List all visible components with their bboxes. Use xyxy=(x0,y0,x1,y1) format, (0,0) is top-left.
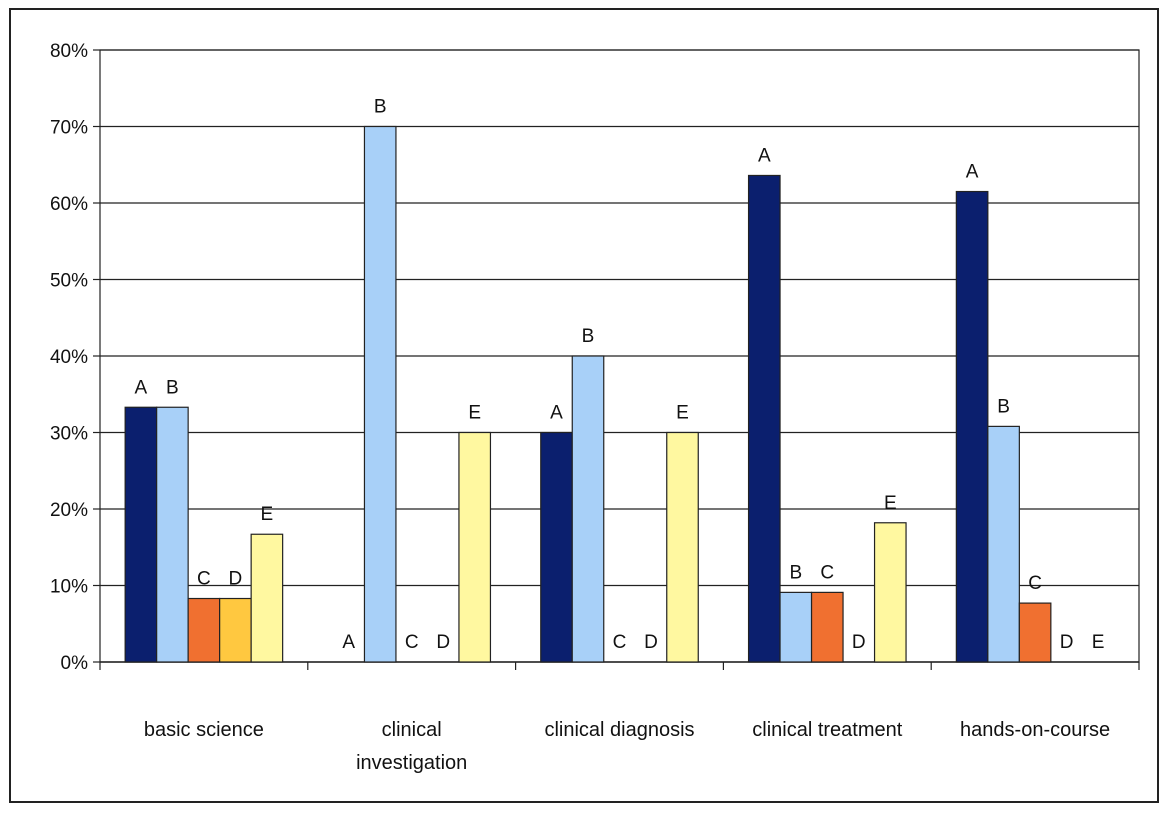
x-category-label: basic science xyxy=(144,719,264,741)
bar-data-label: D xyxy=(229,569,243,590)
bar-data-label: B xyxy=(166,377,179,398)
bar-data-label: C xyxy=(405,632,419,653)
bar-data-label: B xyxy=(374,97,387,118)
bar xyxy=(1018,602,1052,663)
bar-data-label: E xyxy=(468,403,481,424)
bar-data-label: B xyxy=(789,562,802,583)
bar xyxy=(363,125,397,663)
bar-data-label: A xyxy=(342,632,355,653)
bar-data-label: E xyxy=(261,504,274,525)
bar-data-label: E xyxy=(676,403,689,424)
bar xyxy=(571,355,605,663)
bar xyxy=(955,190,989,663)
y-tick-label: 70% xyxy=(50,118,88,139)
bar xyxy=(156,406,189,663)
bar-data-label: B xyxy=(997,396,1010,417)
bar-data-label: D xyxy=(644,632,658,653)
bar-data-label: C xyxy=(820,562,834,583)
y-tick-label: 30% xyxy=(50,424,88,445)
bar-data-label: A xyxy=(135,377,148,398)
x-category-label: clinical diagnosis xyxy=(544,719,694,741)
bar xyxy=(747,174,781,663)
bar xyxy=(219,597,252,663)
bar-data-label: D xyxy=(1060,632,1074,653)
y-tick-label: 20% xyxy=(50,500,88,521)
bar xyxy=(779,591,813,663)
bar-data-label: D xyxy=(436,632,450,653)
bar-data-label: C xyxy=(197,569,211,590)
bar xyxy=(187,597,221,663)
y-tick-label: 80% xyxy=(50,41,88,62)
x-category-label: hands-on-course xyxy=(960,719,1110,741)
y-tick-label: 10% xyxy=(50,577,88,598)
bar xyxy=(458,431,492,663)
bar xyxy=(124,406,158,663)
bar-data-label: A xyxy=(758,145,771,166)
bar-data-label: E xyxy=(1092,632,1105,653)
bar xyxy=(873,522,907,663)
y-tick-label: 50% xyxy=(50,271,88,292)
bar-data-label: D xyxy=(852,632,866,653)
bar-data-label: C xyxy=(1028,573,1042,594)
bar xyxy=(810,591,844,663)
y-tick-label: 0% xyxy=(61,653,89,674)
bar-data-label: E xyxy=(884,493,897,514)
bar xyxy=(250,533,284,663)
bar-data-label: C xyxy=(613,632,627,653)
x-category-label: clinical xyxy=(382,719,442,741)
bar xyxy=(666,431,699,663)
y-tick-label: 60% xyxy=(50,194,88,215)
bar-data-label: B xyxy=(582,326,595,347)
bar xyxy=(540,431,573,663)
bar-data-label: A xyxy=(550,403,563,424)
x-category-label: clinical treatment xyxy=(752,719,903,741)
x-category-label: investigation xyxy=(356,752,467,774)
bar-data-label: A xyxy=(966,162,979,183)
bar xyxy=(987,425,1020,663)
y-tick-label: 40% xyxy=(50,347,88,368)
